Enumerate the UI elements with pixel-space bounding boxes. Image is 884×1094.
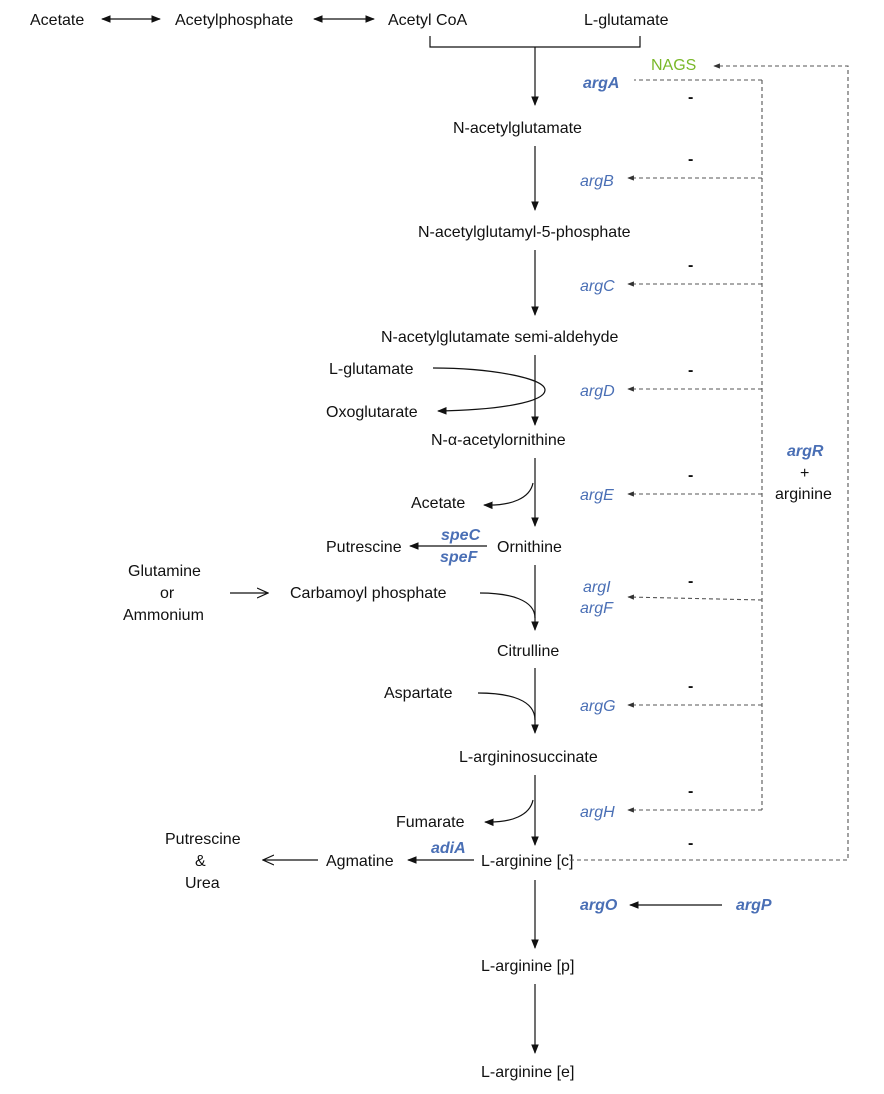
- l-arginine-p-label: L-arginine [p]: [481, 958, 574, 975]
- citrulline-label: Citrulline: [497, 643, 559, 660]
- argR-label-bg: [770, 438, 840, 504]
- l-glutamate-side-label: L-glutamate: [329, 361, 414, 378]
- argI-gene: argI: [583, 579, 611, 596]
- fumarate-label: Fumarate: [396, 814, 465, 831]
- argH-gene: argH: [580, 804, 615, 821]
- l-arginine-c-label: L-arginine [c]: [481, 853, 574, 870]
- inhibition-mark-argB: -: [688, 151, 693, 168]
- inhibition-mark-argE: -: [688, 467, 693, 484]
- arginine-feedback-nags-line: [570, 63, 849, 861]
- speF-gene: speF: [440, 549, 479, 566]
- l-argininosuccinate-label: L-argininosuccinate: [459, 749, 598, 766]
- inhibition-mark-argIF: -: [688, 573, 693, 590]
- n-acetylglutamate-label: N-acetylglutamate: [453, 120, 582, 137]
- inhibition-mark-argC: -: [688, 257, 693, 274]
- glutamine-label: Glutamine: [128, 563, 201, 580]
- argR-plus-label: +: [800, 465, 809, 482]
- argR-arginine-label: arginine: [775, 486, 832, 503]
- inhibition-mark-argG: -: [688, 678, 693, 695]
- carbamoyl-phosphate-label: Carbamoyl phosphate: [290, 585, 447, 602]
- argD-gene: argD: [580, 383, 615, 400]
- l-glutamate-top-label: L-glutamate: [584, 12, 669, 29]
- speC-gene: speC: [441, 527, 481, 544]
- argC-gene: argC: [580, 278, 615, 295]
- acetate-side-label: Acetate: [411, 495, 465, 512]
- acetate-label: Acetate: [30, 12, 84, 29]
- n-alpha-acetylornithine-label: N-α-acetylornithine: [431, 432, 566, 449]
- argR-to-argIF-arrow: [627, 594, 763, 601]
- argO-gene: argO: [580, 897, 618, 914]
- ornithine-label: Ornithine: [497, 539, 562, 556]
- inhibition-mark-argH: -: [688, 783, 693, 800]
- urea-label: Urea: [185, 875, 220, 892]
- n-acetylglutamate-semi-aldehyde-label: N-acetylglutamate semi-aldehyde: [381, 329, 619, 346]
- l-arginine-e-label: L-arginine [e]: [481, 1064, 574, 1081]
- argP-gene: argP: [736, 897, 772, 914]
- argG-gene: argG: [580, 698, 616, 715]
- fumarate-release-curve: [484, 799, 534, 827]
- argE-gene: argE: [580, 487, 614, 504]
- adiA-gene: adiA: [431, 840, 466, 857]
- putrescine-label: Putrescine: [326, 539, 402, 556]
- inhibition-mark-argA: -: [688, 89, 693, 106]
- inhibition-mark-nags: -: [688, 835, 693, 852]
- aspartate-label: Aspartate: [384, 685, 453, 702]
- argF-gene: argF: [580, 600, 614, 617]
- or-label: or: [160, 585, 175, 602]
- inhibition-mark-argD: -: [688, 362, 693, 379]
- argA-gene: argA: [583, 75, 619, 92]
- acetylphosphate-label: Acetylphosphate: [175, 12, 293, 29]
- ampersand-label: &: [195, 853, 206, 870]
- agmatine-label: Agmatine: [326, 853, 394, 870]
- carbamoyl-join-curve: [479, 592, 536, 619]
- glutamate-oxoglutarate-curve: [432, 367, 546, 415]
- aspartate-join-curve: [477, 692, 536, 721]
- nags-label: NAGS: [651, 57, 696, 74]
- argB-gene: argB: [580, 173, 614, 190]
- acetate-release-curve: [483, 482, 534, 510]
- ammonium-label: Ammonium: [123, 607, 204, 624]
- acetyl-coa-label: Acetyl CoA: [388, 12, 467, 29]
- putrescine-urea-label-1: Putrescine: [165, 831, 241, 848]
- merge-bracket: [429, 36, 641, 48]
- oxoglutarate-label: Oxoglutarate: [326, 404, 418, 421]
- n-acetylglutamyl-5-phosphate-label: N-acetylglutamyl-5-phosphate: [418, 224, 631, 241]
- argR-gene: argR: [787, 443, 824, 460]
